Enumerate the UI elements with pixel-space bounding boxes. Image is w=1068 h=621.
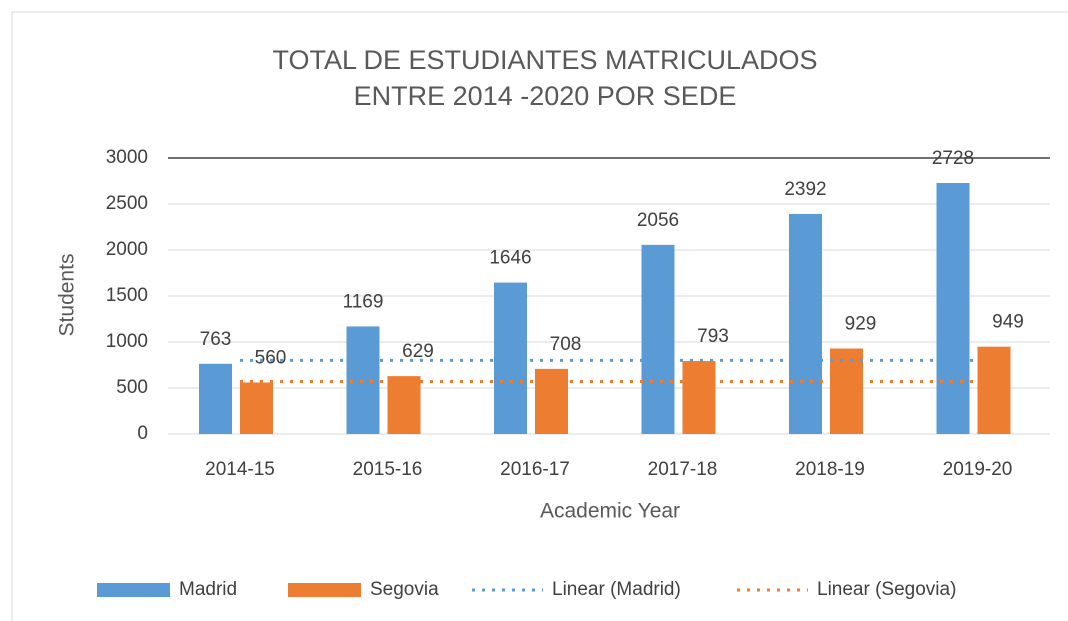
bar bbox=[494, 282, 527, 434]
x-tick-label: 2017-18 bbox=[648, 459, 718, 480]
data-label: 629 bbox=[402, 341, 434, 362]
data-label: 2056 bbox=[637, 210, 679, 231]
bar bbox=[199, 363, 232, 434]
x-tick-label: 2019-20 bbox=[943, 459, 1013, 480]
legend-label: Madrid bbox=[179, 579, 237, 600]
legend-label: Linear (Segovia) bbox=[817, 579, 956, 600]
y-tick-label: 1000 bbox=[106, 331, 148, 352]
data-label: 2728 bbox=[932, 148, 974, 169]
data-label: 560 bbox=[255, 347, 287, 368]
bar bbox=[936, 183, 970, 434]
legend-label: Linear (Madrid) bbox=[552, 579, 681, 600]
data-label: 1646 bbox=[489, 248, 531, 269]
data-label: 708 bbox=[550, 334, 582, 355]
bar bbox=[387, 376, 421, 434]
data-label: 793 bbox=[697, 326, 729, 347]
data-label: 763 bbox=[200, 329, 232, 350]
data-label: 2392 bbox=[784, 179, 826, 200]
bar bbox=[535, 368, 568, 434]
y-tick-label: 2000 bbox=[106, 239, 148, 260]
legend-label: Segovia bbox=[370, 579, 439, 600]
x-tick-label: 2016-17 bbox=[500, 459, 570, 480]
data-label: 1169 bbox=[343, 291, 384, 312]
bar bbox=[830, 348, 863, 434]
x-axis-title: Academic Year bbox=[540, 500, 680, 523]
chart-title: ENTRE 2014 -2020 POR SEDE bbox=[354, 81, 737, 111]
y-axis-title: Students bbox=[56, 254, 79, 337]
chart-title: TOTAL DE ESTUDIANTES MATRICULADOS bbox=[272, 45, 817, 75]
legend-swatch bbox=[288, 583, 361, 597]
x-tick-label: 2018-19 bbox=[795, 459, 865, 480]
y-tick-label: 500 bbox=[116, 377, 148, 398]
y-tick-label: 0 bbox=[137, 423, 148, 444]
bar bbox=[789, 213, 822, 434]
y-tick-label: 3000 bbox=[106, 147, 148, 168]
bar bbox=[977, 346, 1011, 434]
bar bbox=[240, 382, 273, 434]
bar bbox=[641, 244, 675, 434]
x-tick-label: 2015-16 bbox=[353, 459, 423, 480]
y-tick-label: 1500 bbox=[106, 285, 148, 306]
legend-swatch bbox=[97, 583, 170, 597]
x-tick-label: 2014-15 bbox=[205, 459, 275, 480]
y-tick-label: 2500 bbox=[106, 193, 148, 214]
chart-frame bbox=[11, 11, 1068, 621]
data-label: 949 bbox=[992, 312, 1024, 333]
bar bbox=[682, 361, 716, 434]
data-label: 929 bbox=[845, 314, 877, 335]
